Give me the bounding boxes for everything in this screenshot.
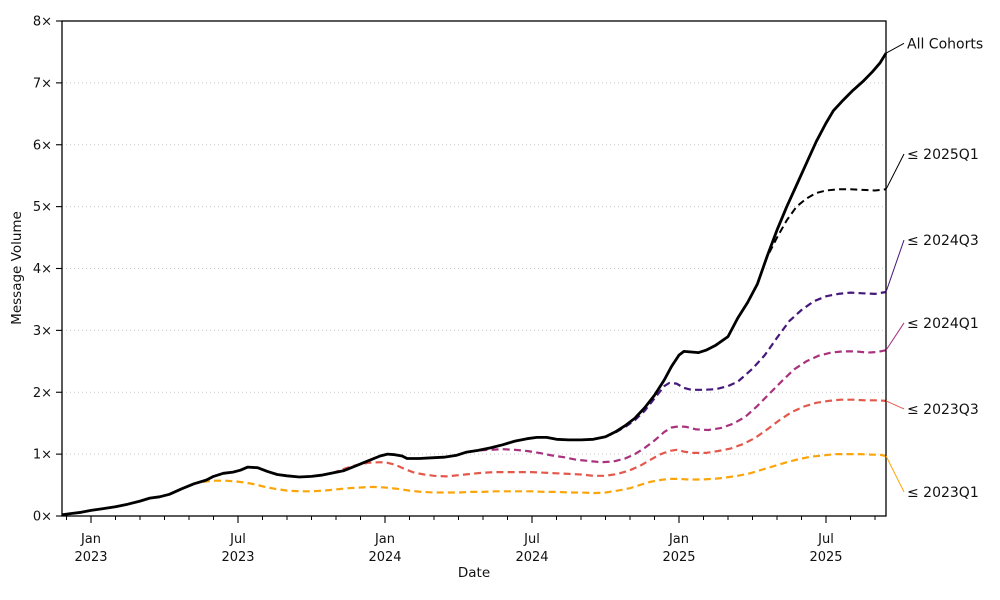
x-tick-label: Jul 2025 (809, 532, 842, 565)
y-tick-label: 7× (33, 76, 52, 91)
gridlines (62, 82, 886, 455)
annotation-leader-cohort-2024q3 (885, 239, 905, 293)
x-tick-label: Jan 2023 (74, 532, 107, 565)
y-tick-label: 0× (33, 510, 52, 525)
y-tick-label: 3× (33, 324, 52, 339)
annotation-leader-cohort-2024q1 (885, 322, 905, 351)
annotation-leader-all-cohorts (885, 42, 905, 54)
series-line-cohort-2025q1 (756, 188, 887, 285)
y-tick-label: 5× (33, 200, 52, 215)
series-line-all-cohorts (61, 52, 888, 517)
x-tick-label: Jul 2024 (515, 532, 548, 565)
y-axis-label: Message Volume (9, 211, 25, 325)
x-tick-label: Jan 2025 (662, 532, 695, 565)
y-tick-label: 4× (33, 262, 52, 277)
series-line-cohort-2023q3 (321, 398, 887, 478)
axes: 0× 1× 2× 3× 4× 5× 6× 7× 8× Jan 2023 Jul 2023 Jan 2024 J… (33, 15, 887, 565)
annotation-label-cohort-2025q1: ≤ 2025Q1 (907, 147, 979, 163)
x-tick-label: Jul 2023 (221, 532, 254, 565)
series-line-cohort-2024q1 (458, 349, 887, 464)
annotation-leader-cohort-2023q3 (885, 400, 905, 410)
annotation-label-all-cohorts: All Cohorts (907, 36, 983, 52)
annotation-label-cohort-2023q3: ≤ 2023Q3 (907, 402, 979, 418)
annotations: ≤ 2023Q1 ≤ 2023Q3 ≤ 2024Q1 ≤ 2024Q3 ≤ 2025Q1… (885, 36, 983, 501)
annotation-leader-cohort-2025q1 (885, 153, 905, 190)
annotation-leader-cohort-2023q1 (885, 455, 905, 493)
annotation-label-cohort-2023q1: ≤ 2023Q1 (907, 485, 979, 501)
y-tick-label: 2× (33, 386, 52, 401)
annotation-label-cohort-2024q3: ≤ 2024Q3 (907, 233, 979, 249)
y-tick-label: 6× (33, 138, 52, 153)
x-tick-label: Jan 2024 (368, 532, 401, 565)
y-tick-label: 8× (33, 15, 52, 30)
y-tick-label: 1× (33, 448, 52, 463)
annotation-label-cohort-2024q1: ≤ 2024Q1 (907, 316, 979, 332)
x-axis-label: Date (458, 565, 490, 581)
series-line-cohort-2023q1 (181, 453, 887, 495)
series-lines (61, 52, 888, 517)
